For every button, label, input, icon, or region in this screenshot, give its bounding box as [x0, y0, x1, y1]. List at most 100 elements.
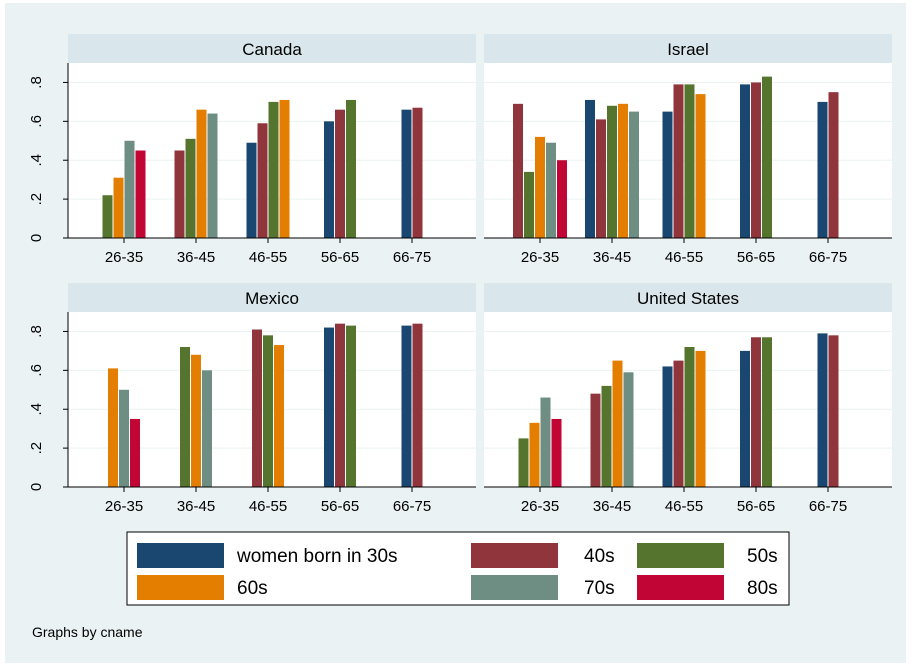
bar-mexico-66-75-40s	[412, 323, 423, 487]
y-tick-label: 0	[28, 234, 45, 242]
y-tick-label: .8	[28, 325, 45, 338]
legend-item-80s: 80s	[637, 575, 778, 600]
y-tick-label: .4	[28, 154, 45, 167]
x-tick-label: 36-45	[177, 498, 215, 515]
legend-swatch	[637, 575, 724, 600]
bar-mexico-66-75-women-born-in-30s	[401, 325, 412, 487]
bar-mexico-46-55-60s	[274, 345, 284, 487]
x-tick-label: 46-55	[665, 249, 703, 266]
x-tick-label: 66-75	[393, 249, 431, 266]
bar-mexico-46-55-50s	[263, 335, 273, 487]
bar-mexico-26-35-80s	[130, 418, 140, 487]
bar-united-states-56-65-40s	[751, 337, 761, 487]
bar-canada-56-65-40s	[335, 109, 345, 239]
panel-title: Canada	[242, 40, 302, 59]
bar-israel-66-75-women-born-in-30s	[817, 101, 828, 238]
x-tick-label: 66-75	[809, 249, 847, 266]
panel-title: Mexico	[245, 289, 299, 308]
x-tick-label: 36-45	[593, 498, 631, 515]
x-tick-label: 26-35	[521, 498, 559, 515]
bar-mexico-56-65-50s	[346, 325, 356, 487]
bar-israel-46-55-40s	[673, 84, 684, 238]
legend-label: women born in 30s	[236, 546, 398, 567]
panel-israel: Israel 26-35 36-45 46-55 56-65 66-75	[484, 34, 892, 266]
y-tick-label: .4	[28, 403, 45, 416]
legend-item-40s: 40s	[471, 543, 615, 568]
legend-label: 50s	[747, 546, 778, 567]
legend-item-70s: 70s	[471, 575, 615, 600]
bar-canada-46-55-40s	[257, 123, 268, 238]
bar-israel-56-65-40s	[751, 82, 761, 238]
bar-mexico-26-35-70s	[119, 389, 129, 487]
x-tick-label: 56-65	[737, 249, 775, 266]
y-tick-label: 0	[28, 483, 45, 491]
bar-israel-26-35-80s	[557, 160, 567, 238]
bar-mexico-36-45-50s	[180, 347, 190, 487]
bar-united-states-26-35-50s	[518, 438, 529, 487]
bar-united-states-66-75-women-born-in-30s	[817, 333, 828, 487]
bar-canada-46-55-50s	[268, 101, 279, 238]
bar-canada-46-55-women-born-in-30s	[246, 142, 257, 238]
bar-united-states-36-45-70s	[623, 372, 634, 487]
bar-canada-56-65-women-born-in-30s	[324, 121, 334, 238]
bar-israel-36-45-50s	[607, 105, 617, 239]
bar-united-states-46-55-60s	[695, 350, 706, 487]
bar-canada-36-45-40s	[174, 150, 185, 238]
bar-united-states-26-35-60s	[529, 422, 540, 487]
bar-israel-56-65-women-born-in-30s	[740, 84, 750, 238]
graphs-by-note: Graphs by cname	[32, 624, 143, 640]
bar-israel-36-45-40s	[596, 119, 606, 238]
bar-mexico-36-45-60s	[191, 354, 201, 487]
bar-mexico-36-45-70s	[202, 370, 212, 487]
bar-canada-26-35-80s	[135, 150, 146, 238]
y-tick-label: .6	[28, 115, 45, 128]
panel-title-strip	[68, 283, 476, 312]
panel-united-states: United States 26-35 36-45 46-55 56-65 66-75	[484, 283, 892, 515]
legend-swatch	[471, 575, 558, 600]
bar-united-states-26-35-70s	[540, 397, 551, 487]
x-tick-label: 66-75	[393, 498, 431, 515]
x-tick-label: 46-55	[665, 498, 703, 515]
legend-swatch	[471, 543, 558, 568]
bar-israel-46-55-50s	[684, 84, 695, 238]
legend-label: 80s	[747, 578, 778, 599]
bar-canada-66-75-40s	[412, 107, 423, 238]
bar-united-states-46-55-40s	[673, 360, 684, 487]
panel-canada: Canada 0 .2 .4 .6 .8 26-35 36-45 46-55 56-65 66-75	[28, 34, 476, 266]
panel-title: Israel	[667, 40, 709, 59]
x-tick-label: 26-35	[521, 249, 559, 266]
legend-item-60s: 60s	[137, 575, 268, 600]
bar-united-states-56-65-50s	[762, 337, 772, 487]
bar-israel-46-55-women-born-in-30s	[662, 111, 673, 238]
bar-israel-26-35-40s	[513, 103, 523, 238]
bar-israel-36-45-70s	[629, 111, 639, 238]
y-tick-label: .6	[28, 364, 45, 377]
panel-title: United States	[637, 289, 739, 308]
bar-israel-36-45-women-born-in-30s	[585, 99, 595, 238]
bar-israel-36-45-60s	[618, 103, 628, 238]
legend-swatch	[137, 575, 224, 600]
bar-canada-26-35-50s	[102, 195, 113, 238]
bar-israel-26-35-50s	[524, 171, 534, 238]
bar-united-states-56-65-women-born-in-30s	[740, 350, 750, 487]
bar-united-states-46-55-women-born-in-30s	[662, 366, 673, 487]
panel-title-strip	[68, 34, 476, 63]
bar-united-states-66-75-40s	[828, 335, 839, 487]
x-tick-label: 36-45	[177, 249, 215, 266]
panel-title-strip	[484, 283, 892, 312]
x-tick-label: 56-65	[321, 498, 359, 515]
x-tick-label: 36-45	[593, 249, 631, 266]
bar-united-states-26-35-80s	[551, 418, 562, 487]
bar-united-states-36-45-60s	[612, 360, 623, 487]
bar-canada-36-45-70s	[207, 113, 218, 238]
x-tick-label: 46-55	[249, 249, 287, 266]
bar-israel-56-65-50s	[762, 76, 772, 238]
bar-israel-26-35-60s	[535, 136, 545, 238]
x-tick-label: 46-55	[249, 498, 287, 515]
y-tick-label: .2	[28, 442, 45, 455]
bar-canada-36-45-60s	[196, 109, 207, 239]
y-tick-label: .2	[28, 193, 45, 206]
bar-united-states-36-45-50s	[601, 385, 612, 487]
legend-swatch	[137, 543, 224, 568]
